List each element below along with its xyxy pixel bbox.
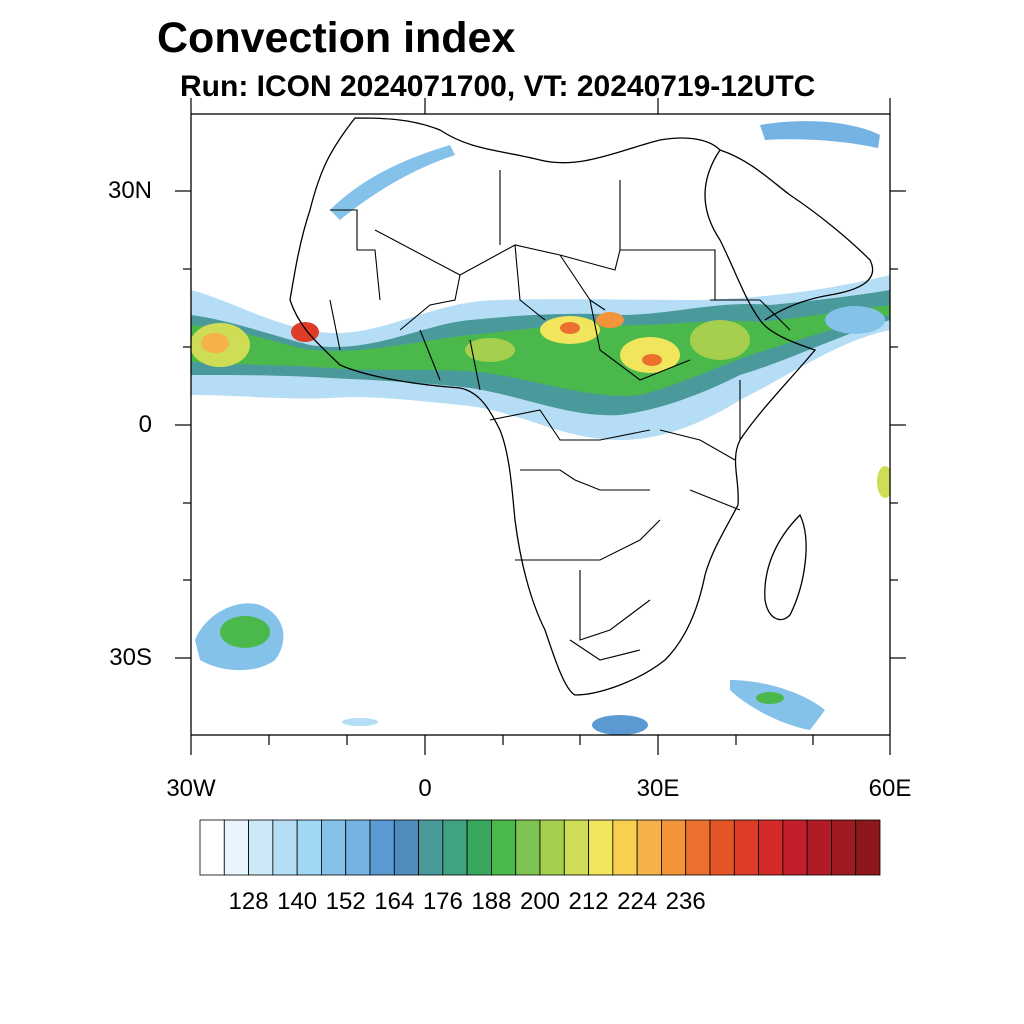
colorbar-swatch bbox=[296, 819, 322, 876]
colorbar-swatch bbox=[733, 819, 759, 876]
colorbar-swatch bbox=[709, 819, 735, 876]
colorbar-swatch bbox=[782, 819, 808, 876]
colorbar-tick-label: 128 bbox=[228, 888, 269, 915]
colorbar-swatch bbox=[393, 819, 419, 876]
colorbar-swatch bbox=[369, 819, 395, 876]
borders bbox=[329, 170, 791, 661]
colorbar-swatch bbox=[855, 819, 881, 876]
colorbar-tick-label: 164 bbox=[374, 888, 415, 915]
colorbar-swatch bbox=[199, 819, 225, 876]
tick-marks bbox=[175, 98, 906, 755]
africa-coastline bbox=[289, 117, 817, 696]
colorbar-swatch bbox=[539, 819, 565, 876]
lat-label-30s: 30S bbox=[109, 644, 152, 671]
colorbar-swatch bbox=[831, 819, 857, 876]
lat-label-30n: 30N bbox=[107, 177, 152, 204]
map-title: Convection index bbox=[157, 14, 516, 62]
lat-label-0: 0 bbox=[138, 411, 152, 438]
lon-label-30w: 30W bbox=[166, 775, 216, 802]
colorbar-swatch bbox=[418, 819, 444, 876]
colorbar-tick-label: 200 bbox=[519, 888, 561, 915]
colorbar-tick-label: 176 bbox=[422, 888, 463, 915]
colorbar-swatch bbox=[612, 819, 638, 876]
colorbar-tick-label: 152 bbox=[325, 888, 366, 915]
arabia-coastline bbox=[719, 149, 874, 321]
convection-field bbox=[191, 121, 890, 735]
lon-label-30e: 30E bbox=[636, 775, 680, 802]
colorbar-swatch bbox=[758, 819, 784, 876]
colorbar-swatch bbox=[636, 819, 662, 876]
colorbar-swatch bbox=[588, 819, 614, 876]
colorbar-swatch bbox=[806, 819, 832, 876]
colorbar-swatch bbox=[442, 819, 468, 876]
convection-streak-north bbox=[330, 145, 455, 220]
convection-se-system bbox=[730, 680, 825, 730]
map-subtitle: Run: ICON 2024071700, VT: 20240719-12UTC bbox=[180, 70, 816, 103]
colorbar-swatch bbox=[345, 819, 371, 876]
colorbar-tick-label: 236 bbox=[665, 888, 706, 915]
colorbar bbox=[199, 819, 881, 876]
coastlines bbox=[289, 117, 874, 696]
lon-label-60e: 60E bbox=[868, 775, 912, 802]
colorbar-tick-label: 188 bbox=[471, 888, 512, 915]
colorbar-swatch bbox=[223, 819, 249, 876]
colorbar-swatch bbox=[563, 819, 589, 876]
colorbar-tick-label: 140 bbox=[277, 888, 318, 915]
colorbar-swatch bbox=[685, 819, 711, 876]
madagascar-coastline bbox=[764, 513, 807, 621]
lon-label-0: 0 bbox=[418, 775, 432, 802]
colorbar-swatch bbox=[491, 819, 517, 876]
colorbar-swatch bbox=[272, 819, 298, 876]
colorbar-swatch bbox=[661, 819, 687, 876]
colorbar-tick-label: 224 bbox=[617, 888, 658, 915]
colorbar-swatch bbox=[321, 819, 347, 876]
colorbar-swatch bbox=[248, 819, 274, 876]
colorbar-tick-label: 212 bbox=[568, 888, 609, 915]
colorbar-swatch bbox=[515, 819, 541, 876]
colorbar-swatch bbox=[466, 819, 492, 876]
